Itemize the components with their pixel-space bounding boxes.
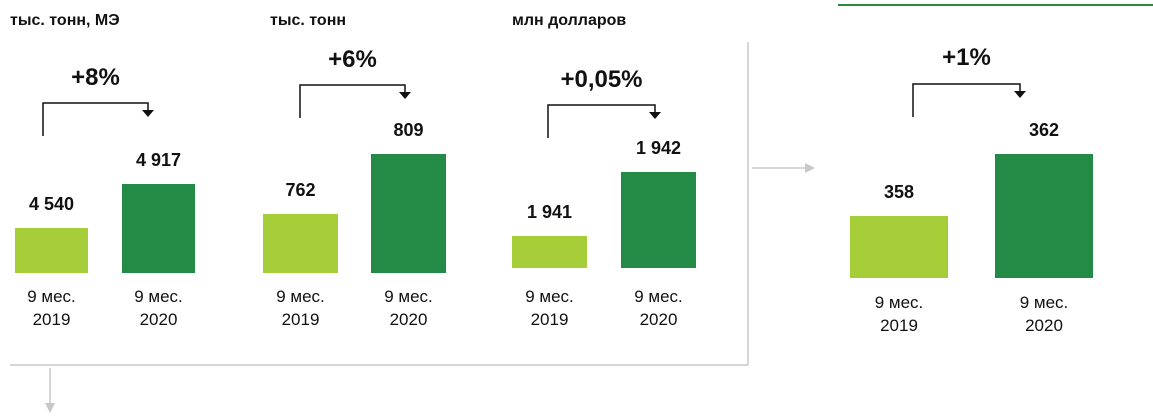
chart-title: тыс. тонн, МЭ	[10, 12, 120, 29]
category-label: 9 мес. 2019	[874, 293, 924, 335]
bar	[995, 154, 1093, 278]
value-label: 809	[393, 119, 424, 140]
bar	[850, 216, 948, 278]
category-label: 9 мес. 2019	[276, 287, 325, 329]
bar	[263, 214, 338, 273]
change-annotation: +8%	[71, 64, 120, 91]
value-label: 362	[1028, 120, 1060, 141]
value-label: 1 941	[526, 202, 573, 223]
arrowhead	[45, 403, 55, 413]
bar	[371, 153, 446, 273]
bar	[621, 172, 696, 268]
change-bracket	[547, 104, 656, 138]
value-label: 1 942	[635, 138, 682, 159]
category-label: 9 мес. 2020	[134, 287, 183, 329]
change-bracket	[912, 83, 1021, 117]
arrowhead	[649, 112, 661, 119]
value-label: 4 540	[28, 193, 75, 214]
category-label: 9 мес. 2019	[27, 287, 76, 329]
value-label: 762	[285, 180, 316, 201]
category-label: 9 мес. 2020	[634, 287, 683, 329]
bar	[512, 236, 587, 268]
bar	[122, 184, 195, 273]
category-label: 9 мес. 2019	[525, 287, 574, 329]
category-label: 9 мес. 2020	[1019, 293, 1069, 335]
change-annotation: +1%	[942, 44, 991, 71]
change-bracket	[42, 102, 149, 136]
arrowhead	[805, 163, 815, 173]
bar	[15, 227, 88, 273]
value-label: 4 917	[135, 150, 182, 170]
category-label: 9 мес. 2020	[384, 287, 433, 329]
chart-title: млн долларов	[512, 12, 627, 29]
arrowhead	[399, 92, 411, 99]
change-annotation: +6%	[328, 46, 377, 73]
value-label: 358	[883, 182, 915, 203]
arrowhead	[1014, 91, 1026, 98]
change-bracket	[299, 84, 406, 118]
change-annotation: +0,05%	[560, 66, 643, 93]
arrowhead	[142, 110, 154, 117]
chart-title: тыс. тонн	[270, 12, 347, 29]
